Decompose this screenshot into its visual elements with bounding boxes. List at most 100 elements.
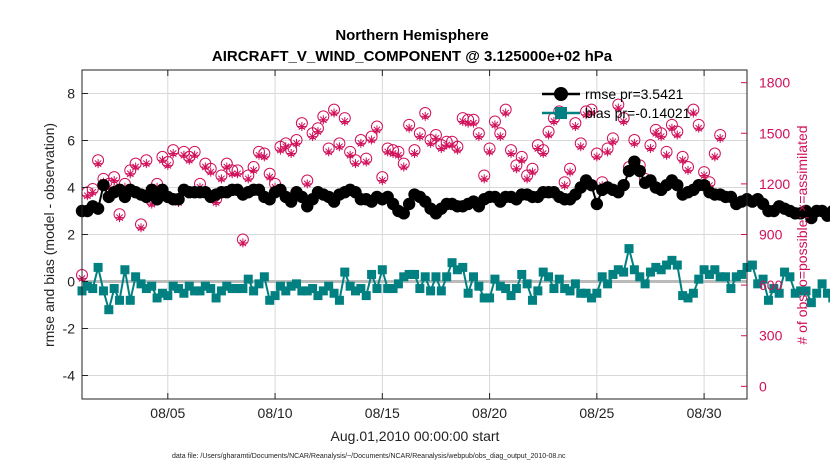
- bias-point: [340, 267, 350, 277]
- bias-point: [147, 281, 157, 291]
- obs-assimilated-marker: [506, 149, 516, 159]
- obs-assimilated-marker: [383, 147, 393, 157]
- obs-assimilated-marker: [442, 140, 452, 150]
- bias-point: [82, 281, 92, 291]
- bias-point: [98, 286, 108, 296]
- bias-point: [109, 284, 119, 294]
- bias-point: [527, 295, 537, 305]
- bias-point: [120, 265, 130, 275]
- bias-point: [297, 286, 307, 296]
- bias-point: [812, 288, 822, 298]
- obs-assimilated-marker: [206, 167, 216, 177]
- footnote: data file: /Users/gharamti/Documents/NCA…: [172, 453, 566, 460]
- y-tick-label: -4: [63, 368, 76, 384]
- obs-assimilated-marker: [131, 162, 141, 172]
- obs-assimilated-marker: [570, 122, 580, 132]
- bias-point: [495, 281, 505, 291]
- obs-assimilated-marker: [533, 143, 543, 153]
- obs-assimilated-marker: [313, 127, 323, 137]
- bias-point: [699, 265, 709, 275]
- obs-assimilated-marker: [318, 115, 328, 125]
- bias-point: [763, 295, 773, 305]
- obs-assimilated-marker: [125, 169, 135, 179]
- bias-point: [361, 291, 371, 301]
- bias-point: [629, 265, 639, 275]
- bias-point: [758, 274, 768, 284]
- bias-point: [351, 286, 361, 296]
- bias-point: [554, 274, 564, 284]
- bias-point: [608, 269, 618, 279]
- obs-assimilated-marker: [683, 165, 693, 175]
- obs-assimilated-marker: [109, 176, 119, 186]
- bias-point: [737, 269, 747, 279]
- obs-assimilated-marker: [286, 149, 296, 159]
- x-axis-label: Aug.01,2010 00:00:00 start: [331, 428, 500, 444]
- bias-point: [249, 286, 259, 296]
- bias-point: [442, 272, 452, 282]
- bias-point: [345, 281, 355, 291]
- x-tick-label: 08/15: [365, 405, 400, 421]
- obs-assimilated-marker: [265, 172, 275, 182]
- bias-point: [286, 281, 296, 291]
- bias-point: [715, 272, 725, 282]
- x-tick-label: 08/25: [579, 405, 614, 421]
- bias-point: [292, 279, 302, 289]
- y2-tick-label: 1200: [759, 176, 790, 192]
- obs-assimilated-marker: [184, 155, 194, 165]
- bias-point: [662, 260, 672, 270]
- obs-assimilated-marker: [115, 213, 125, 223]
- bias-point: [259, 272, 269, 282]
- bias-point: [372, 284, 382, 294]
- bias-point: [163, 291, 173, 301]
- obs-assimilated-marker: [560, 181, 570, 191]
- y2-axis-label: # of obs: o=possible; ×=assimilated: [794, 125, 810, 344]
- obs-assimilated-marker: [544, 130, 554, 140]
- bias-point: [195, 286, 205, 296]
- obs-assimilated-marker: [629, 138, 639, 148]
- obs-assimilated-marker: [619, 116, 629, 126]
- obs-assimilated-marker: [656, 132, 666, 142]
- rmse-point: [150, 193, 164, 206]
- bias-point: [710, 265, 720, 275]
- bias-point: [184, 281, 194, 291]
- bias-point: [206, 284, 216, 294]
- bias-point: [383, 284, 393, 294]
- bias-point: [238, 284, 248, 294]
- bias-point: [828, 293, 830, 303]
- obs-assimilated-marker: [710, 152, 720, 162]
- bias-point: [179, 288, 189, 298]
- bias-point: [233, 284, 243, 294]
- obs-assimilated-marker: [329, 108, 339, 118]
- obs-assimilated-marker: [608, 137, 618, 147]
- obs-assimilated-marker: [463, 118, 473, 128]
- bias-point: [254, 279, 264, 289]
- legend: rmse pr=3.5421 bias pr=-0.14021: [542, 86, 691, 121]
- obs-assimilated-marker: [388, 149, 398, 159]
- rmse-point: [91, 202, 105, 215]
- bias-point: [415, 284, 425, 294]
- obs-assimilated-marker: [490, 120, 500, 130]
- obs-assimilated-marker: [367, 135, 377, 145]
- bias-point: [211, 293, 221, 303]
- obs-assimilated-marker: [157, 155, 167, 165]
- rmse-point: [590, 197, 604, 211]
- bias-point: [308, 284, 318, 294]
- obs-assimilated-marker: [88, 187, 98, 197]
- bias-point: [721, 272, 731, 282]
- x-tick-label: 08/10: [258, 405, 293, 421]
- bias-point: [452, 265, 462, 275]
- bias-point: [388, 284, 398, 294]
- bias-point: [420, 272, 430, 282]
- y2-tick-label: 1800: [759, 75, 790, 91]
- rmse-point: [145, 183, 158, 197]
- bias-point: [393, 279, 403, 289]
- obs-assimilated-marker: [495, 132, 505, 142]
- obs-assimilated-marker: [302, 179, 312, 189]
- bias-point: [822, 288, 830, 298]
- y-tick-label: 8: [67, 86, 75, 102]
- legend-rmse-marker: [554, 87, 568, 101]
- rmse-point: [633, 164, 646, 178]
- obs-assimilated-marker: [426, 138, 436, 148]
- obs-assimilated-marker: [361, 157, 371, 167]
- bias-point: [463, 288, 473, 298]
